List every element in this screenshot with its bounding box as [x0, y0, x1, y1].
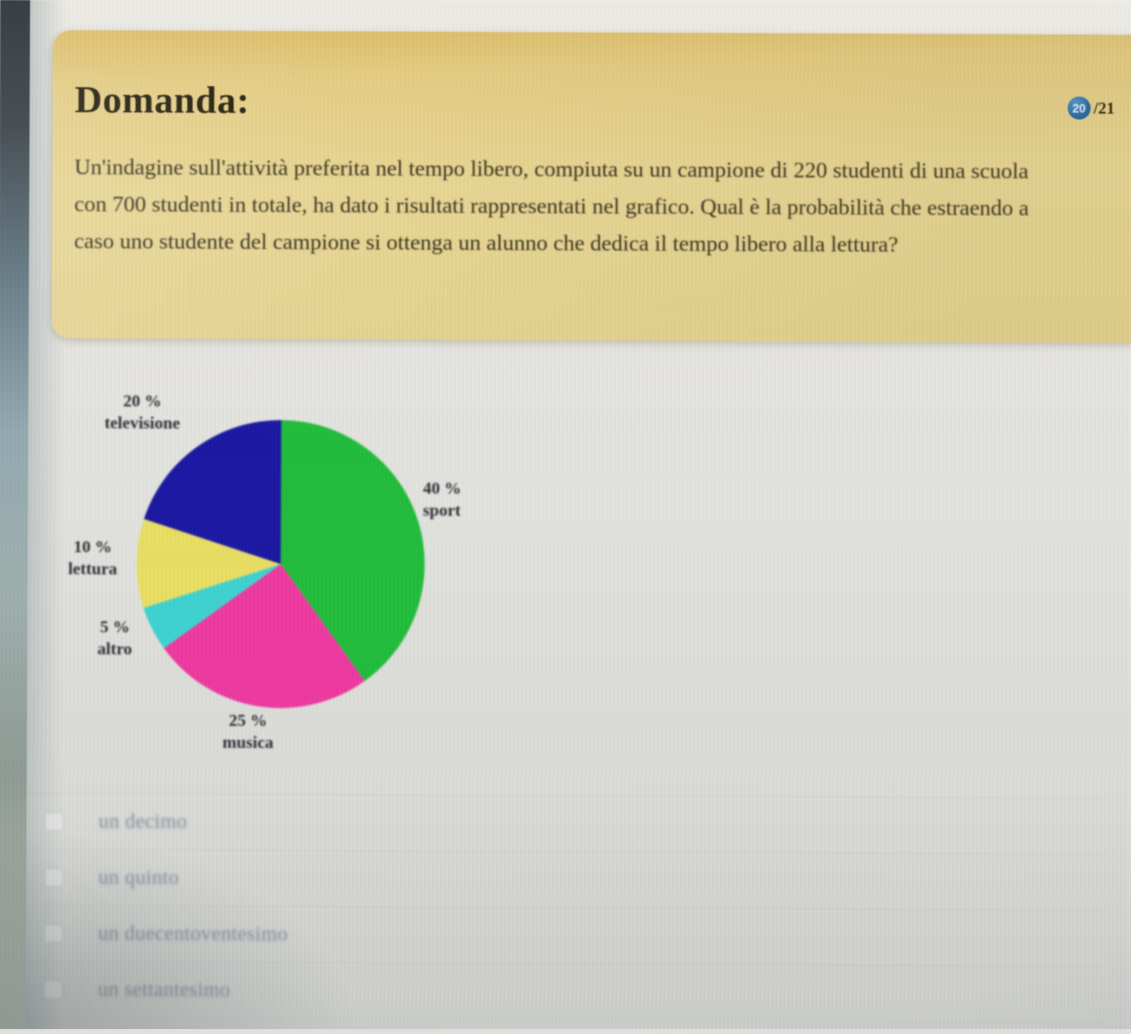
pie-label-pct: 5 % [100, 616, 130, 638]
pie-label-pct: 25 % [229, 710, 267, 732]
pie-label-name: musica [222, 731, 273, 753]
progress-total: /21 [1094, 98, 1115, 118]
pie-label-altro: 5 % altro [57, 616, 172, 660]
option-checkbox[interactable] [45, 812, 64, 831]
answer-option-row[interactable]: un settantesimo [24, 961, 1104, 1023]
question-text: Un'indagine sull'attività preferita nel … [74, 148, 1056, 263]
pie-label-lettura: 10 % lettura [38, 536, 148, 579]
pie-label-musica: 25 % musica [172, 710, 324, 754]
question-card: Domanda: 20 /21 Un'indagine sull'attivit… [52, 30, 1131, 343]
option-label: un decimo [98, 810, 187, 833]
option-label: un settantesimo [98, 978, 231, 1002]
answer-option-row[interactable]: un quinto [24, 849, 1104, 910]
pie-label-name: altro [97, 638, 132, 660]
pie-label-name: lettura [68, 558, 117, 580]
pie-chart [135, 418, 426, 709]
page-title: Domanda: [75, 78, 250, 123]
pie-label-pct: 20 % [123, 390, 161, 412]
pie-label-pct: 10 % [74, 536, 112, 558]
progress-current-badge: 20 [1068, 96, 1091, 119]
pie-label-name: televisione [104, 412, 180, 434]
pie-label-name: sport [423, 499, 461, 521]
answer-options: un decimo un quinto un duecentoventesimo… [24, 793, 1105, 1023]
answer-option-row[interactable]: un duecentoventesimo [24, 905, 1104, 966]
pie-label-sport: 40 % sport [423, 478, 543, 522]
option-checkbox[interactable] [44, 980, 63, 999]
option-label: un quinto [98, 866, 179, 889]
answer-option-row[interactable]: un decimo [24, 793, 1104, 854]
progress-badge: 20 /21 [1068, 96, 1115, 119]
option-checkbox[interactable] [44, 868, 63, 887]
pie-label-pct: 40 % [423, 478, 461, 500]
option-label: un duecentoventesimo [98, 922, 288, 946]
pie-label-televisione: 20 % televisione [66, 390, 218, 434]
option-checkbox[interactable] [44, 924, 63, 943]
